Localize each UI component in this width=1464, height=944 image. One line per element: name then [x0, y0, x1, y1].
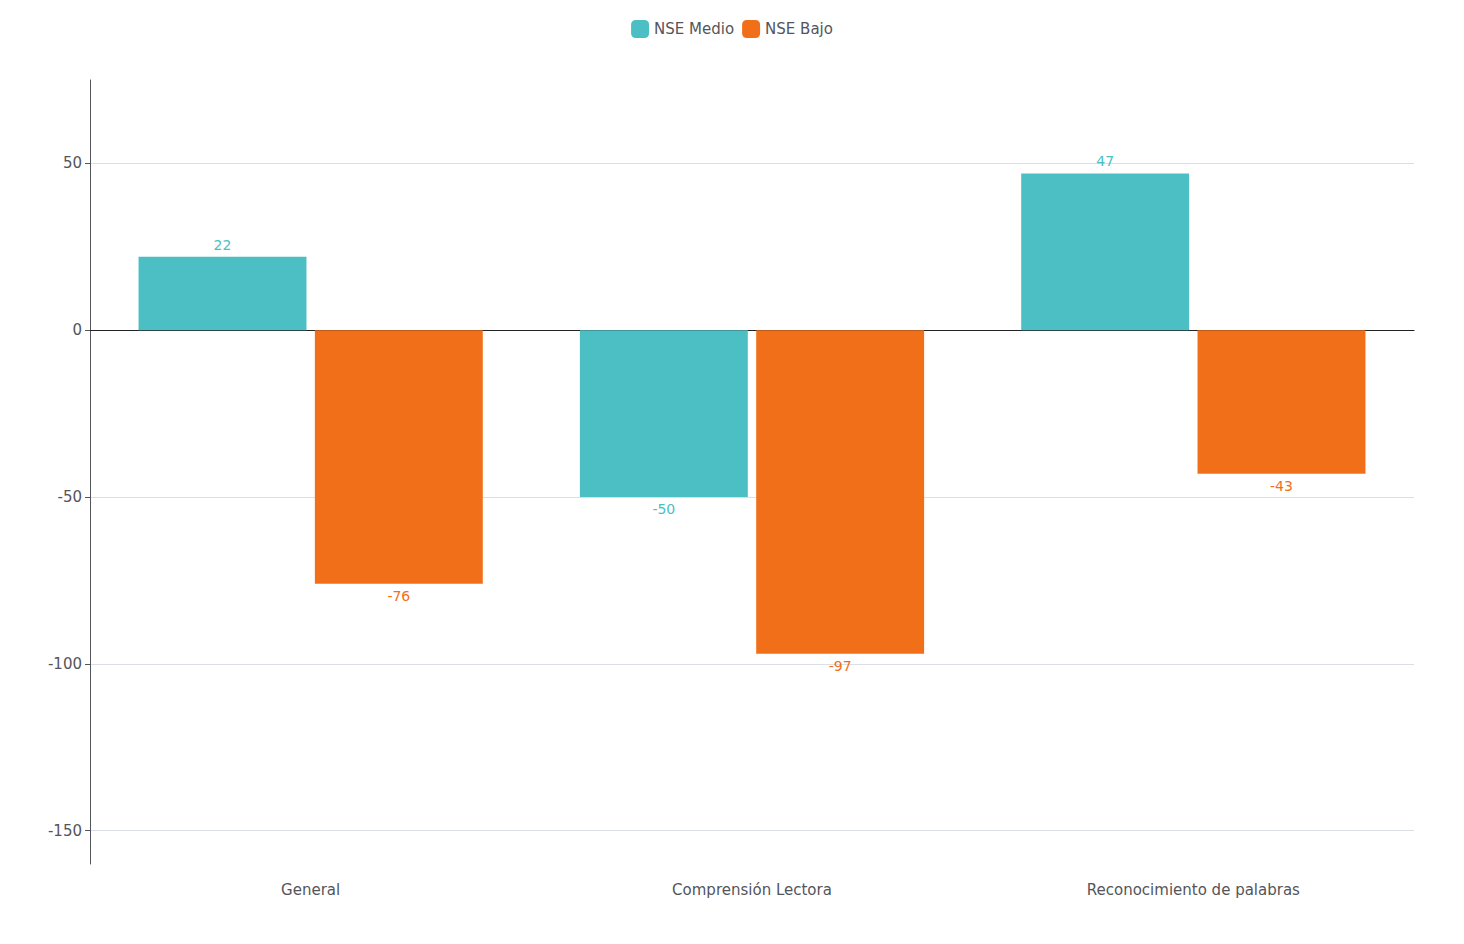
- svg-text:47: 47: [1096, 153, 1114, 169]
- svg-text:Reconocimiento de palabras: Reconocimiento de palabras: [1087, 881, 1300, 899]
- svg-text:-50: -50: [652, 501, 675, 517]
- svg-text:0: 0: [72, 321, 82, 339]
- svg-text:NSE Medio: NSE Medio: [654, 20, 734, 38]
- svg-text:-150: -150: [48, 822, 82, 840]
- svg-text:Comprensión Lectora: Comprensión Lectora: [672, 881, 832, 899]
- svg-text:-76: -76: [387, 588, 410, 604]
- svg-text:-97: -97: [829, 658, 852, 674]
- svg-text:-50: -50: [58, 488, 83, 506]
- svg-text:General: General: [281, 881, 340, 899]
- svg-text:50: 50: [63, 154, 82, 172]
- svg-text:-100: -100: [48, 655, 82, 673]
- svg-text:22: 22: [214, 237, 232, 253]
- svg-text:NSE Bajo: NSE Bajo: [765, 20, 833, 38]
- svg-text:-43: -43: [1270, 478, 1293, 494]
